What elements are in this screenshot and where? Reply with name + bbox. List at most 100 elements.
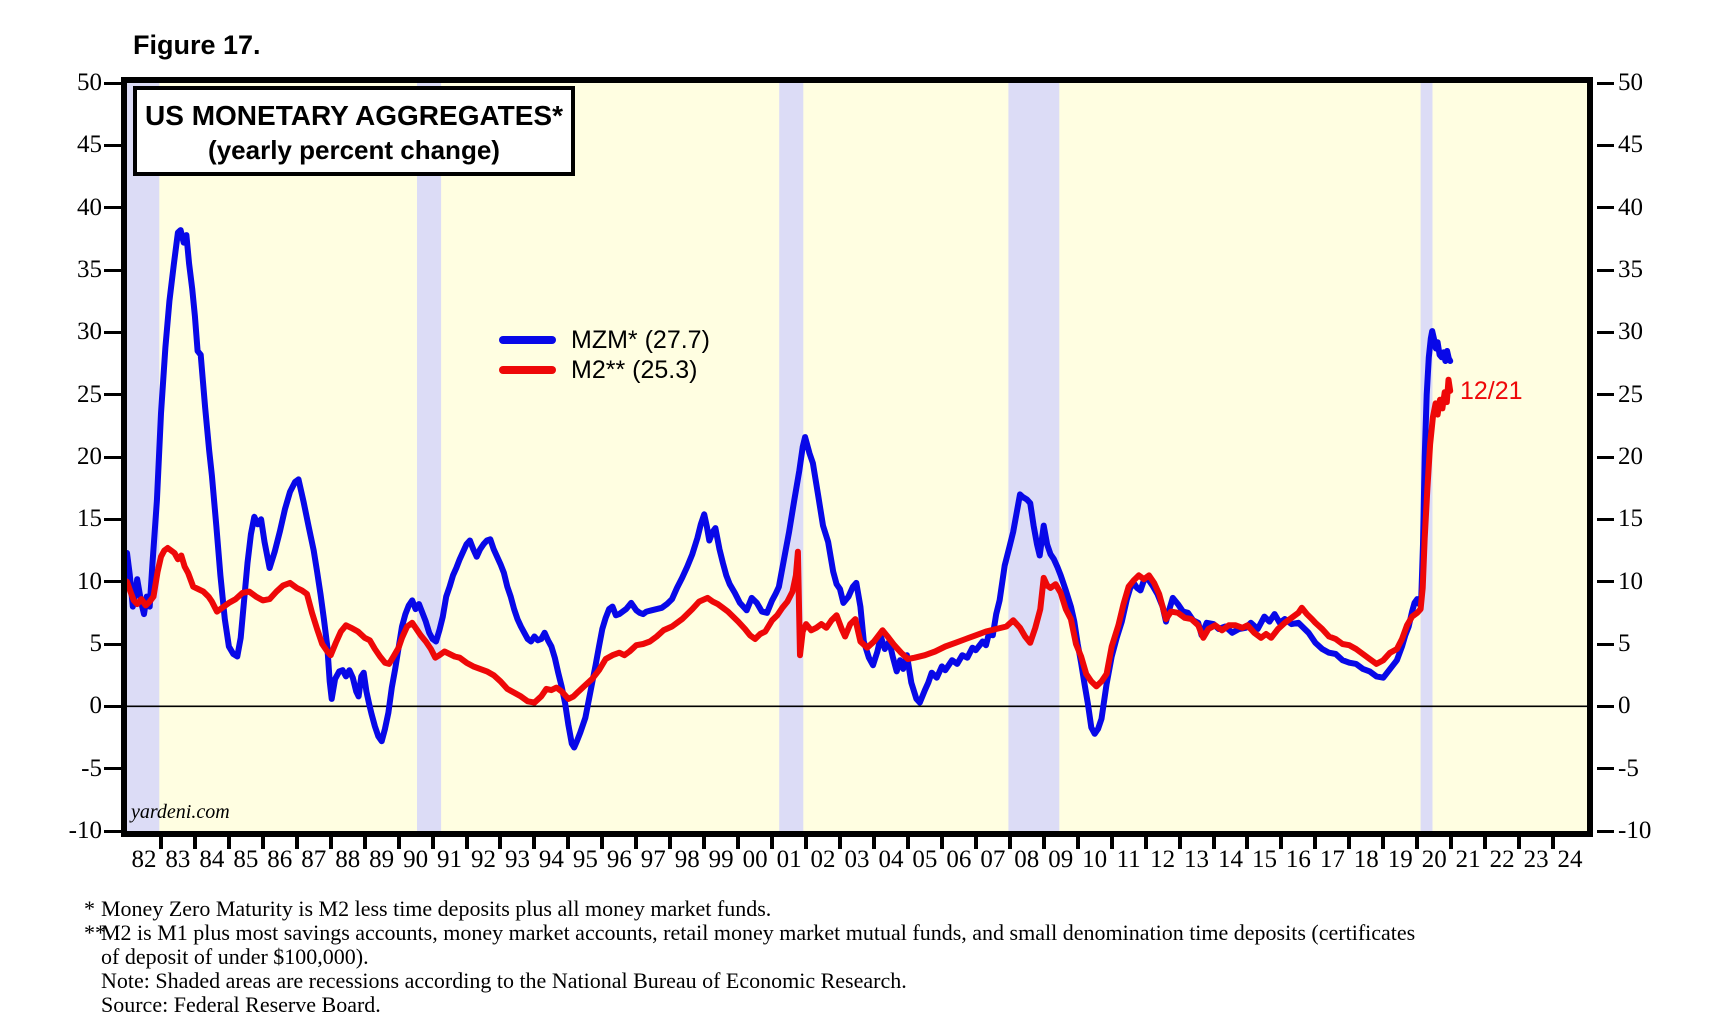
- legend: MZM* (27.7) M2** (25.3): [499, 325, 710, 385]
- footnote-line: M2 is M1 plus most savings accounts, mon…: [101, 920, 1416, 945]
- x-tick-label: 94: [538, 846, 564, 873]
- x-tick-label: 84: [199, 846, 225, 873]
- y-tick-label-right: -10: [1618, 817, 1652, 844]
- x-tick-label: 91: [437, 846, 463, 873]
- x-tick-label: 04: [878, 846, 904, 873]
- x-tick-label: 03: [844, 846, 870, 873]
- x-tick-label: 83: [165, 846, 191, 873]
- plot-area: [121, 77, 1593, 837]
- x-tick-label: 09: [1048, 846, 1074, 873]
- x-tick: [668, 834, 673, 849]
- footnote-text: Note: Shaded areas are recessions accord…: [101, 969, 1664, 993]
- x-tick-label: 13: [1184, 846, 1210, 873]
- x-tick: [1279, 834, 1284, 849]
- x-tick: [1143, 834, 1148, 849]
- x-tick: [192, 834, 197, 849]
- x-tick: [871, 834, 876, 849]
- y-tick-label-left: 0: [89, 692, 103, 720]
- x-tick: [498, 834, 503, 849]
- x-tick-label: 11: [1116, 846, 1141, 873]
- legend-item: M2** (25.3): [499, 355, 710, 385]
- y-tick-label-left: 20: [77, 443, 102, 470]
- recession-band: [127, 83, 160, 831]
- footnote-text: Money Zero Maturity is M2 less time depo…: [101, 897, 1664, 921]
- x-tick: [158, 834, 163, 849]
- x-tick-label: 87: [301, 846, 327, 873]
- footnote-row: * Money Zero Maturity is M2 less time dep…: [84, 897, 1664, 921]
- y-tick-label-left: 50: [77, 69, 102, 96]
- y-tick-right: [1597, 206, 1614, 210]
- y-tick-left: [104, 642, 121, 646]
- legend-item: MZM* (27.7): [499, 325, 710, 355]
- footnote-marker: **: [84, 920, 106, 945]
- x-tick-label: 88: [335, 846, 361, 873]
- y-tick-label-right: 30: [1618, 318, 1643, 346]
- x-tick: [1415, 834, 1420, 849]
- x-tick-label: 12: [1150, 846, 1176, 873]
- y-tick-right: [1597, 829, 1614, 833]
- latest-date-annotation: 12/21: [1460, 377, 1523, 405]
- x-tick-label: 22: [1489, 846, 1515, 873]
- footnote-text: Source: Federal Reserve Board.: [101, 993, 1664, 1017]
- y-tick-right: [1597, 268, 1614, 272]
- x-tick-label: 85: [233, 846, 259, 873]
- x-tick: [939, 834, 944, 849]
- y-tick-label-right: 20: [1618, 443, 1643, 470]
- y-tick-label-right: 25: [1618, 380, 1643, 408]
- x-tick: [1517, 834, 1522, 849]
- plot-svg: [127, 83, 1587, 831]
- footnote-text: M2 is M1 plus most savings accounts, mon…: [101, 921, 1664, 969]
- x-tick-label: 97: [640, 846, 666, 873]
- y-tick-left: [104, 517, 121, 521]
- x-tick: [1347, 834, 1352, 849]
- footnote-line: Note: Shaded areas are recessions accord…: [101, 968, 907, 993]
- x-tick-label: 02: [810, 846, 836, 873]
- x-tick-label: 89: [369, 846, 395, 873]
- y-tick-right: [1597, 330, 1614, 334]
- x-tick: [328, 834, 333, 849]
- y-tick-label-right: 5: [1618, 630, 1631, 657]
- y-tick-left: [104, 393, 121, 397]
- y-tick-right: [1597, 455, 1614, 459]
- x-tick: [804, 834, 809, 849]
- x-tick-label: 01: [776, 846, 802, 873]
- x-tick: [430, 834, 435, 849]
- x-tick: [362, 834, 367, 849]
- y-tick-right: [1597, 81, 1614, 85]
- x-tick-label: 86: [267, 846, 293, 873]
- x-tick-label: 21: [1455, 846, 1481, 873]
- y-tick-label-left: 5: [89, 630, 103, 657]
- y-tick-left: [104, 455, 121, 459]
- footnote-line: Money Zero Maturity is M2 less time depo…: [101, 896, 772, 921]
- legend-line-swatch: [499, 336, 556, 344]
- x-tick-label: 82: [131, 846, 157, 873]
- x-tick-label: 24: [1557, 846, 1583, 873]
- y-tick-left: [104, 268, 121, 272]
- m2-line: [127, 376, 1454, 706]
- x-tick: [566, 834, 571, 849]
- watermark: yardeni.com: [131, 801, 230, 823]
- legend-line-swatch: [499, 366, 556, 374]
- footnote-marker: [84, 993, 101, 1017]
- x-tick: [905, 834, 910, 849]
- x-tick: [736, 834, 741, 849]
- y-tick-label-left: 30: [77, 318, 102, 346]
- y-tick-label-right: 35: [1618, 256, 1643, 283]
- chart-subtitle: (yearly percent change): [208, 135, 500, 165]
- y-tick-label-left: 45: [77, 131, 102, 159]
- x-tick-label: 98: [674, 846, 700, 873]
- y-tick-label-left: 40: [77, 193, 102, 221]
- x-tick-label: 92: [471, 846, 496, 873]
- x-tick: [1449, 834, 1454, 849]
- footnotes: * Money Zero Maturity is M2 less time dep…: [84, 897, 1664, 1017]
- x-tick-label: 99: [708, 846, 734, 873]
- y-tick-right: [1597, 767, 1614, 771]
- y-tick-left: [104, 206, 121, 210]
- x-tick-label: 07: [980, 846, 1006, 873]
- x-tick: [1551, 834, 1556, 849]
- y-tick-left: [104, 81, 121, 85]
- x-tick: [838, 834, 843, 849]
- y-tick-label-left: -10: [68, 817, 102, 844]
- x-tick-label: 16: [1285, 846, 1311, 873]
- x-tick-label: 15: [1251, 846, 1277, 873]
